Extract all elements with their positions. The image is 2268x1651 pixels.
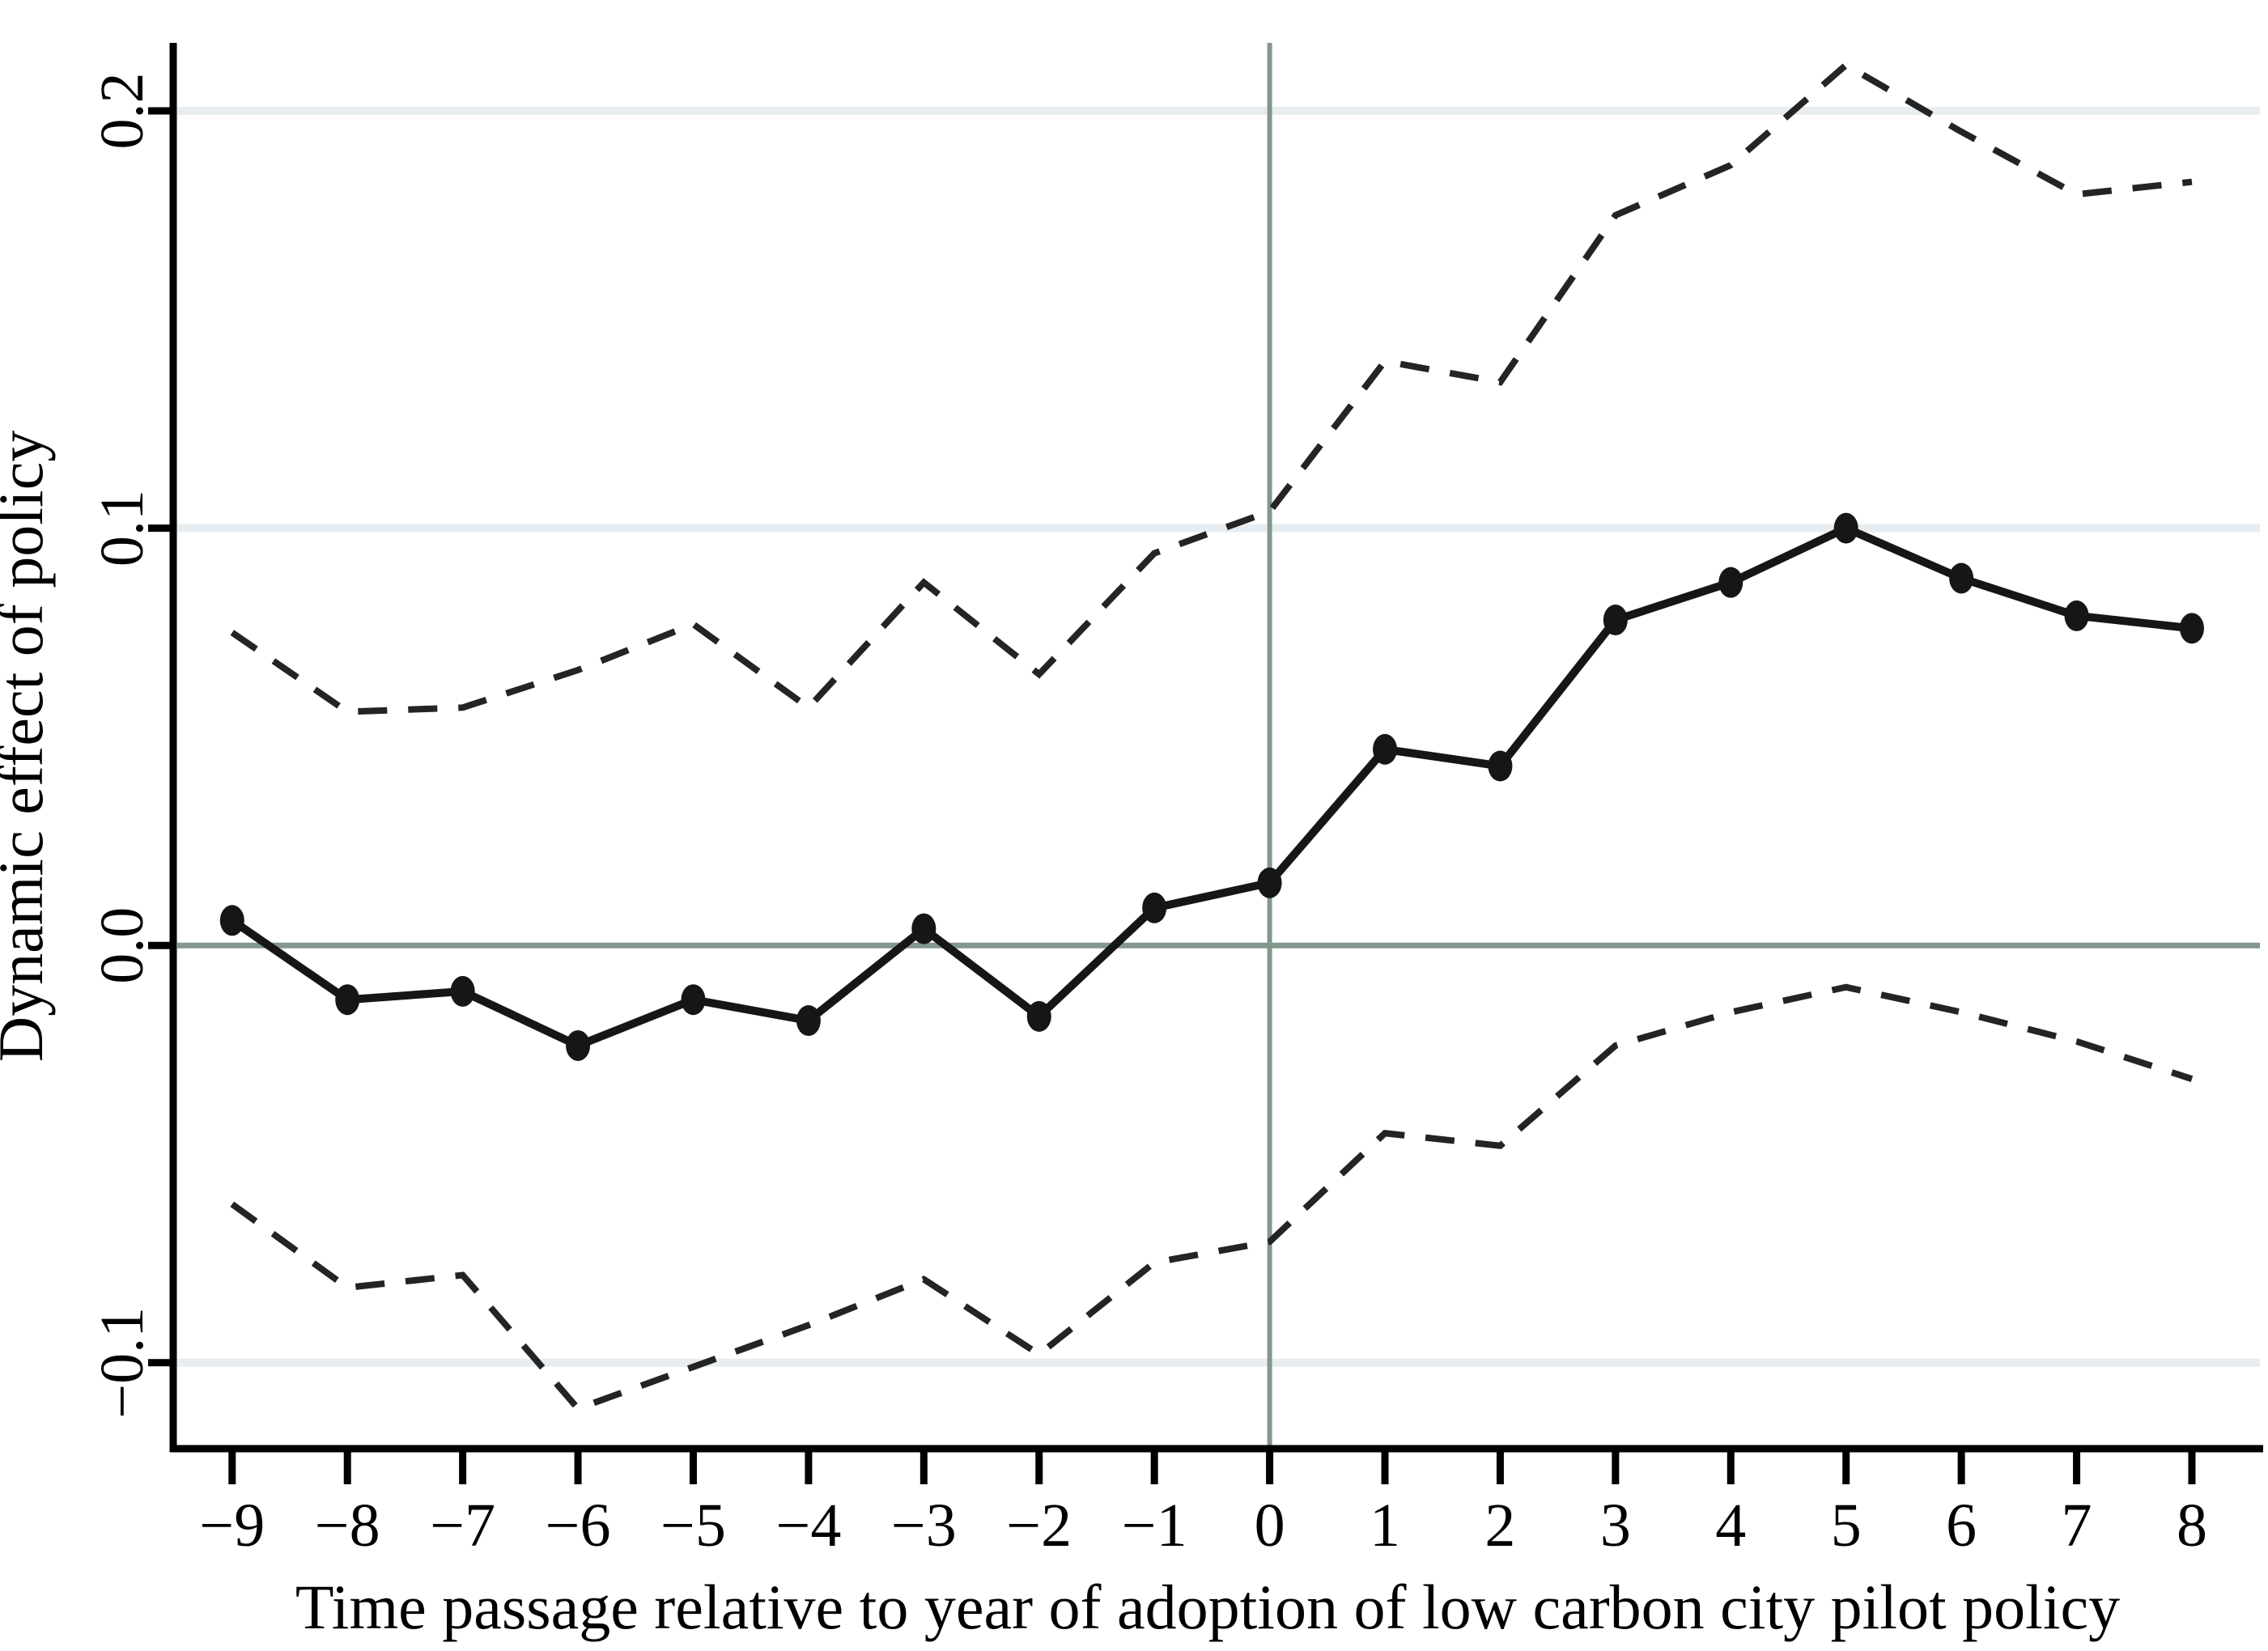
confidence-interval-lines <box>230 61 2194 1413</box>
y-tick-label: 0.0 <box>88 907 156 984</box>
x-tick-label: 7 <box>2062 1492 2092 1560</box>
data-point-marker <box>1718 567 1743 598</box>
x-tick-label: 3 <box>1600 1492 1631 1560</box>
axes: 0.2 0.1 0.0 −0.1 −9 −8 −7 −6 −5 −4 −3 −2 −1 0 1 2 3 4 5 6 7 8 <box>88 43 2263 1560</box>
data-point-marker <box>2179 613 2204 644</box>
data-point-marker <box>219 905 244 936</box>
ci-upper-line <box>230 61 2193 715</box>
data-point-marker <box>681 984 706 1016</box>
reference-lines <box>177 43 2260 1445</box>
x-tick-label: −7 <box>430 1492 495 1560</box>
y-axis-title: Dynamic effect of policy <box>0 431 56 1062</box>
data-point-marker <box>566 1029 591 1061</box>
point-estimate-line <box>229 524 2193 1050</box>
x-tick-label: −4 <box>775 1492 841 1560</box>
x-tick-label: −1 <box>1122 1492 1187 1560</box>
data-point-marker <box>1026 1000 1051 1032</box>
data-point-marker <box>1373 733 1398 765</box>
y-tick-label: −0.1 <box>88 1307 156 1419</box>
data-point-marker <box>911 913 937 944</box>
x-tick-label: −8 <box>315 1492 380 1560</box>
x-tick-label: 6 <box>1946 1492 1977 1560</box>
x-tick-label: 4 <box>1715 1492 1746 1560</box>
x-tick-label: 1 <box>1370 1492 1400 1560</box>
x-tick-label: 8 <box>2177 1492 2207 1560</box>
data-point-marker <box>450 975 475 1007</box>
gridlines <box>177 107 2260 1367</box>
x-tick-label: 0 <box>1255 1492 1285 1560</box>
y-tick-label: 0.2 <box>88 73 156 150</box>
point-estimate-line <box>219 512 2204 1061</box>
ci-lower-line <box>230 983 2194 1413</box>
x-tick-label: −6 <box>546 1492 611 1560</box>
data-point-marker <box>1488 750 1513 782</box>
x-tick-label: −5 <box>660 1492 726 1560</box>
x-tick-label: −2 <box>1006 1492 1072 1560</box>
x-tick-label: −9 <box>199 1492 265 1560</box>
data-point-marker <box>1257 867 1282 898</box>
data-point-marker <box>2064 600 2089 631</box>
y-tick-label: 0.1 <box>88 490 156 567</box>
data-point-marker <box>1949 562 1974 594</box>
data-point-marker <box>1142 892 1167 923</box>
data-point-marker <box>335 984 360 1016</box>
x-tick-label: 2 <box>1484 1492 1515 1560</box>
x-axis-title: Time passage relative to year of adoptio… <box>295 1572 2120 1642</box>
x-tick-label: −3 <box>891 1492 957 1560</box>
axis-labels: Dynamic effect of policy Time passage re… <box>0 431 2120 1642</box>
data-point-marker <box>796 1005 821 1037</box>
data-point-marker <box>1603 605 1628 636</box>
data-point-marker <box>1833 512 1858 544</box>
x-tick-label: 5 <box>1831 1492 1862 1560</box>
